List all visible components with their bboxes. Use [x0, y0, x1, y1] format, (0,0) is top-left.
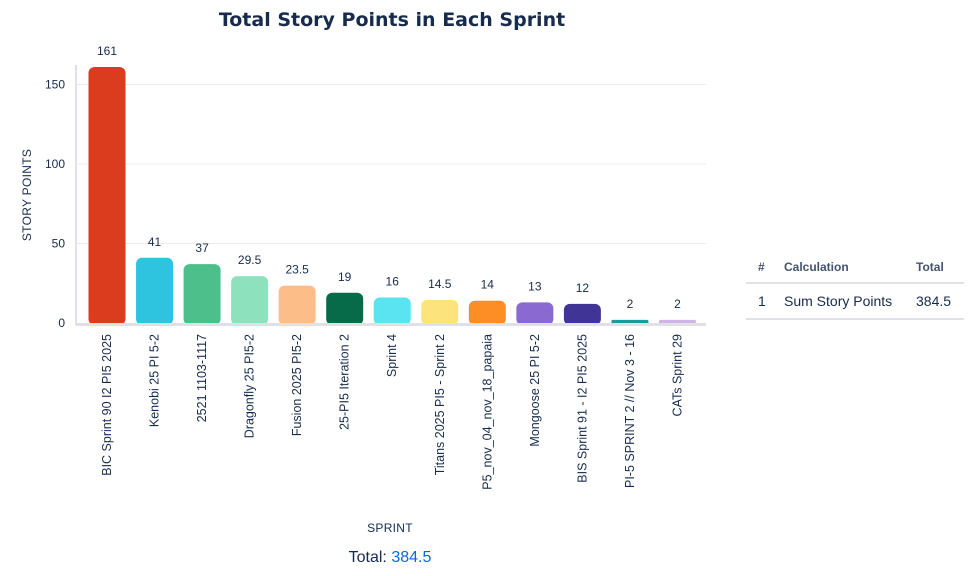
bar	[421, 299, 459, 325]
x-tick-label: 2521 1103-1117	[195, 334, 209, 422]
calculation-table: # Calculation Total 1 Sum Story Points 3…	[746, 252, 964, 320]
table-row: 1 Sum Story Points 384.5	[746, 283, 964, 320]
bar	[468, 300, 506, 325]
category-labels: BIC Sprint 90 I2 PI5 2025 Kenobi 25 PI 5-…	[100, 334, 684, 490]
row-calculation: Sum Story Points	[784, 283, 916, 320]
bars	[88, 67, 696, 325]
x-tick-label: CATs Sprint 29	[670, 334, 684, 416]
total-label: Total:	[348, 549, 387, 566]
y-tick-label: 0	[58, 316, 65, 330]
bar	[88, 67, 126, 325]
bar-value-label: 19	[338, 270, 352, 284]
x-tick-label: Dragonfly 25 PI5-2	[243, 334, 257, 438]
bar-value-label: 2	[627, 297, 634, 311]
y-tick-label: 100	[45, 157, 65, 171]
bar	[563, 303, 601, 325]
x-tick-label: Kenobi 25 PI 5-2	[148, 334, 162, 427]
bar-value-label: 161	[97, 44, 117, 58]
y-axis-ticks: 0 50 100 150	[45, 77, 65, 330]
x-tick-label: BIS Sprint 91 - I2 PI5 2025	[575, 334, 589, 483]
bar	[326, 292, 364, 325]
bar	[278, 285, 316, 325]
grid-lines	[76, 83, 706, 244]
col-header-index: #	[746, 252, 784, 284]
col-header-calculation: Calculation	[784, 252, 916, 284]
x-tick-label: Mongoose 25 PI 5-2	[528, 334, 542, 447]
x-tick-label: Sprint 4	[385, 334, 399, 377]
data-labels: 161 41 37 29.5 23.5 19 16 14.5 14 13 12 2 2	[97, 44, 681, 311]
bar	[183, 264, 221, 325]
bar-value-label: 14	[481, 278, 495, 292]
total-value: 384.5	[391, 549, 432, 566]
x-axis-label: SPRINT	[367, 521, 413, 535]
bar-value-label: 16	[386, 275, 400, 289]
y-axis-label: STORY POINTS	[20, 149, 34, 241]
row-index: 1	[746, 283, 784, 320]
bar-value-label: 14.5	[428, 277, 452, 291]
bar-value-label: 23.5	[285, 263, 309, 277]
x-tick-label: Fusion 2025 PI5-2	[290, 334, 304, 436]
y-tick-label: 50	[52, 236, 66, 250]
total-summary: Total: 384.5	[0, 549, 780, 567]
bar-value-label: 13	[528, 279, 542, 293]
x-tick-label: Titans 2025 PI5 - Sprint 2	[433, 334, 447, 475]
chart-title: Total Story Points in Each Sprint	[219, 9, 565, 31]
col-header-total: Total	[916, 252, 964, 284]
bar	[373, 297, 411, 325]
bar	[136, 257, 174, 325]
bar	[231, 276, 269, 325]
row-total: 384.5	[916, 283, 964, 320]
bar-value-label: 29.5	[238, 253, 262, 267]
bar-value-label: 41	[148, 235, 162, 249]
x-tick-label: 25-PI5 Iteration 2	[338, 334, 352, 430]
x-tick-label: P5_nov_04_nov_18_papaia	[480, 334, 494, 490]
x-tick-label: PI-5 SPRINT 2 // Nov 3 - 16	[623, 334, 637, 488]
y-tick-label: 150	[45, 77, 65, 91]
bar-value-label: 37	[195, 241, 209, 255]
x-tick-label: BIC Sprint 90 I2 PI5 2025	[100, 334, 114, 476]
table-header-row: # Calculation Total	[746, 252, 964, 284]
bar	[516, 302, 554, 325]
bar-value-label: 2	[674, 297, 681, 311]
bar-value-label: 12	[576, 281, 590, 295]
